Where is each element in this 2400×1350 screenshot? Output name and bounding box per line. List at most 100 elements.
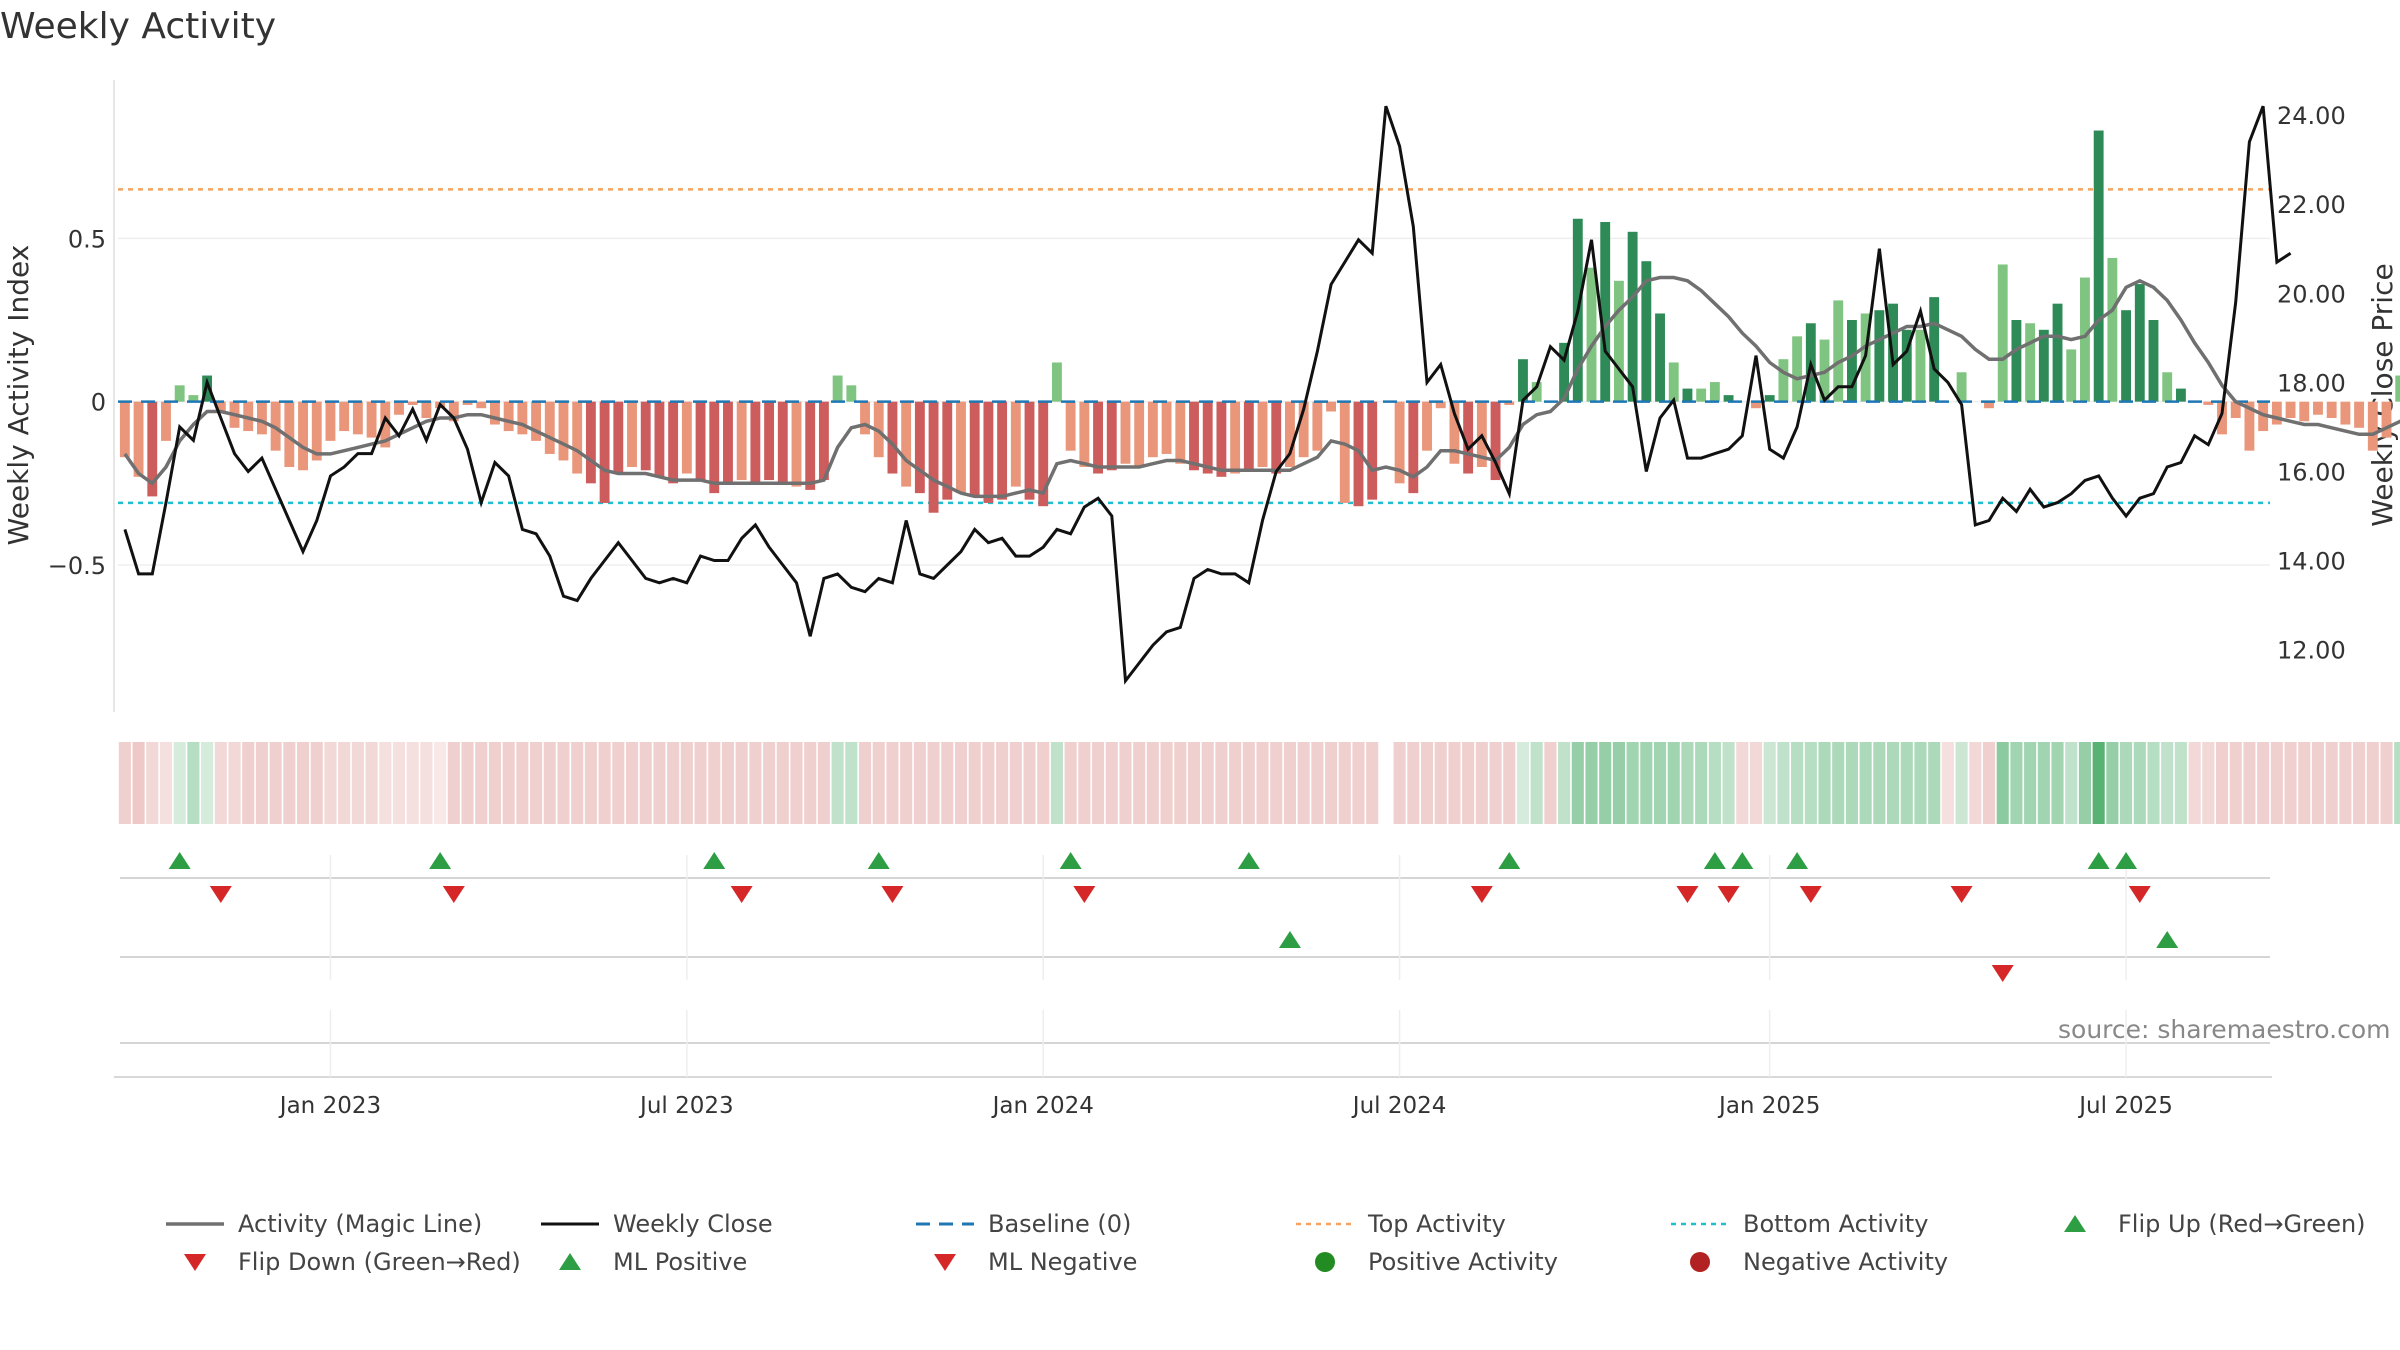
activity-strip-cell	[1146, 742, 1159, 824]
activity-strip-cell	[173, 742, 186, 824]
activity-bar	[2340, 401, 2351, 425]
activity-strip-cell	[708, 742, 721, 824]
activity-bar	[1422, 401, 1432, 451]
activity-strip-cell	[2161, 742, 2174, 824]
activity-strip-cell	[1448, 742, 1461, 824]
legend-label: Negative Activity	[1743, 1248, 1949, 1276]
activity-bar	[1189, 401, 1199, 471]
activity-bar	[1531, 382, 1542, 402]
legend-item-posact: Positive Activity	[1290, 1244, 1558, 1280]
left-tick-label: 0	[91, 389, 106, 417]
activity-strip-cell	[1708, 742, 1721, 824]
activity-strip-cell	[1585, 742, 1598, 824]
flip-up-marker	[1731, 852, 1754, 869]
legend-item-negact: Negative Activity	[1665, 1244, 1948, 1280]
activity-strip-cell	[310, 742, 323, 824]
legend-label: Top Activity	[1368, 1210, 1506, 1238]
activity-bar	[709, 401, 720, 494]
activity-strip-cell	[872, 742, 885, 824]
legend-baseline-icon	[910, 1206, 980, 1242]
activity-bar	[2271, 401, 2282, 425]
activity-strip-cell	[1393, 742, 1406, 824]
activity-bar	[325, 401, 336, 441]
activity-bar	[1847, 320, 1857, 402]
x-tick-label: Jan 2025	[1717, 1093, 1820, 1119]
activity-bar	[1655, 313, 1665, 402]
activity-bar	[1024, 401, 1035, 500]
activity-bar	[1106, 401, 1117, 471]
activity-bar	[750, 401, 761, 484]
activity-strip-cell	[2325, 742, 2338, 824]
activity-bar	[640, 401, 651, 471]
activity-bar	[133, 401, 144, 477]
activity-strip-cell	[1969, 742, 1982, 824]
activity-bar	[1298, 401, 1309, 458]
activity-bar	[2134, 284, 2145, 402]
activity-strip-cell	[2229, 742, 2242, 824]
activity-strip-cell	[968, 742, 981, 824]
activity-bar	[2354, 401, 2365, 428]
activity-strip-cell	[1736, 742, 1749, 824]
activity-bar	[1956, 372, 1967, 402]
activity-strip-cell	[1462, 742, 1475, 824]
x-tick-label: Jan 2023	[278, 1093, 381, 1119]
activity-bar	[161, 401, 171, 441]
activity-strip-cell	[2092, 742, 2105, 824]
activity-strip-cell	[1626, 742, 1639, 824]
flip-up-marker	[2115, 852, 2138, 869]
activity-strip-cell	[1558, 742, 1571, 824]
activity-strip-cell	[1338, 742, 1351, 824]
activity-strip-cell	[2339, 742, 2352, 824]
activity-bar	[1449, 401, 1460, 464]
activity-strip-cell	[1187, 742, 1201, 824]
legend-label: Activity (Magic Line)	[238, 1210, 483, 1238]
activity-bar	[476, 401, 487, 409]
activity-bar	[490, 401, 500, 425]
activity-strip-cell	[1982, 742, 1996, 824]
activity-strip-cell	[2311, 742, 2325, 824]
activity-bar	[654, 401, 665, 477]
activity-strip-cell	[269, 742, 282, 824]
activity-strip-cell	[351, 742, 364, 824]
activity-strip-cell	[2202, 742, 2215, 824]
activity-bar	[215, 401, 226, 412]
activity-strip-cell	[612, 742, 625, 824]
activity-bar	[1243, 401, 1254, 471]
activity-bar	[1339, 401, 1350, 503]
activity-strip-cell	[667, 742, 680, 824]
x-tick-label: Jul 2023	[638, 1093, 734, 1119]
activity-bar	[764, 401, 775, 481]
activity-bar	[668, 401, 679, 484]
activity-bar	[1010, 401, 1021, 487]
ml-positive-marker	[1278, 931, 1301, 948]
activity-bar	[1901, 329, 1912, 402]
flip-down-marker	[730, 886, 753, 903]
activity-bar	[627, 401, 637, 467]
legend-posact-icon	[1290, 1244, 1360, 1280]
activity-strip-cell	[365, 742, 378, 824]
activity-strip-cell	[1887, 742, 1900, 824]
activity-bar	[818, 401, 829, 481]
activity-strip-cell	[1859, 742, 1872, 824]
activity-strip-cell	[530, 742, 543, 824]
activity-strip-cell	[242, 742, 255, 824]
activity-strip-cell	[2010, 742, 2023, 824]
activity-strip-cell	[1201, 742, 1214, 824]
activity-bar	[2107, 257, 2118, 402]
activity-strip-cell	[790, 742, 803, 824]
activity-bar	[462, 401, 473, 405]
activity-bar	[1175, 401, 1186, 464]
activity-bar	[695, 401, 706, 481]
activity-bar	[1093, 401, 1103, 474]
activity-bar	[942, 401, 953, 500]
activity-bar	[1490, 401, 1501, 481]
legend-item-close: Weekly Close	[535, 1206, 773, 1242]
activity-strip-cell	[516, 742, 529, 824]
activity-strip-cell	[2243, 742, 2256, 824]
activity-strip-cell	[1160, 742, 1173, 824]
activity-strip-cell	[488, 742, 501, 824]
right-axis-title: Weekly Close Price	[2366, 263, 2399, 526]
legend-mlneg-icon	[910, 1244, 980, 1280]
activity-bar	[846, 385, 857, 402]
activity-bar	[352, 401, 363, 435]
